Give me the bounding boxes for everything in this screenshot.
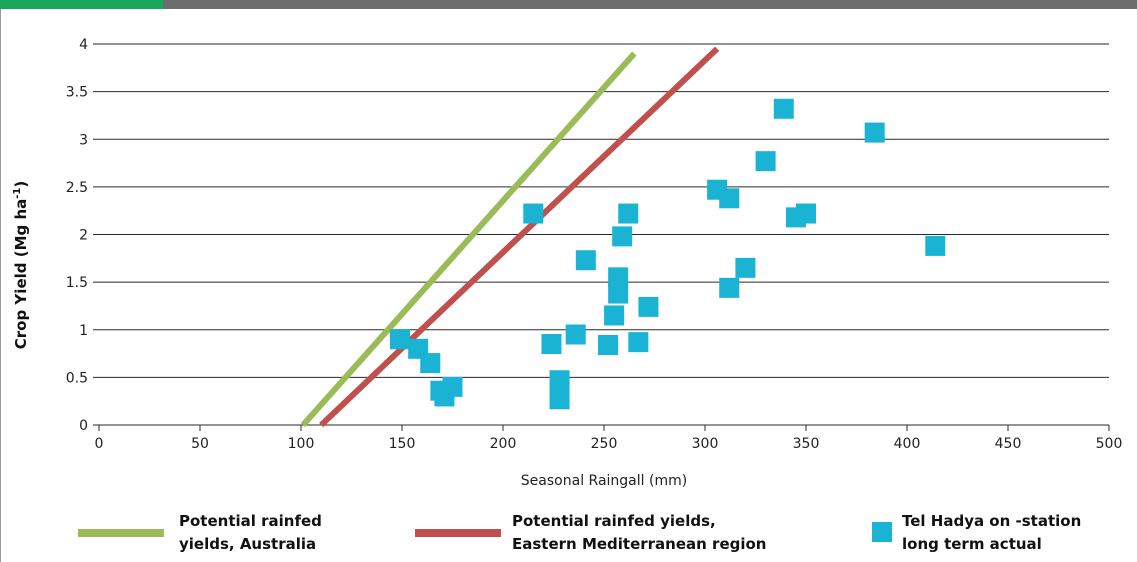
legend-label-tel-hadya: Tel Hadya on -station long term actual <box>902 510 1081 556</box>
legend-swatch-mediterranean <box>415 529 501 537</box>
legend-label-australia-line1: Potential rainfed <box>179 512 322 530</box>
x-tick-label: 350 <box>793 436 820 452</box>
x-tick-label: 450 <box>995 436 1022 452</box>
data-point-tel-hadya <box>925 235 946 256</box>
x-tick-label: 250 <box>591 436 618 452</box>
y-tick-label: 2 <box>79 228 88 244</box>
data-point-tel-hadya <box>755 151 776 172</box>
data-point-tel-hadya <box>389 329 410 350</box>
x-axis-title: Seasonal Raingall (mm) <box>521 473 687 489</box>
y-tick-label: 0.5 <box>66 370 88 386</box>
y-tick-label: 1.5 <box>66 275 88 291</box>
y-tick-label: 3 <box>79 132 88 148</box>
series-line-australia <box>300 51 637 427</box>
legend-item-australia: Potential rainfed yields, Australia <box>78 510 338 560</box>
series-points <box>389 98 946 410</box>
x-tick-label: 500 <box>1096 436 1123 452</box>
data-point-tel-hadya <box>864 122 885 143</box>
chart-plot-area: 0 0.5 1 1.5 2 2.5 3 3.5 4 0 50 100 150 200 250 300 350 4… <box>12 37 1123 489</box>
data-point-tel-hadya <box>735 257 756 278</box>
data-point-tel-hadya <box>565 324 586 345</box>
x-tick-label: 0 <box>95 436 104 452</box>
data-point-tel-hadya <box>618 203 639 224</box>
legend-label-mediterranean: Potential rainfed yields, Eastern Medite… <box>512 510 767 556</box>
y-axis-title-main: Crop Yield (Mg ha <box>12 199 30 350</box>
legend-label-tel-hadya-line2: long term actual <box>902 535 1042 553</box>
data-point-tel-hadya <box>442 376 463 397</box>
data-point-tel-hadya <box>598 334 619 355</box>
legend-item-tel-hadya: Tel Hadya on -station long term actual <box>870 510 1137 560</box>
x-tick-label: 150 <box>389 436 416 452</box>
gridlines <box>99 43 1109 378</box>
data-point-tel-hadya <box>549 389 570 410</box>
series-lines <box>300 46 720 428</box>
y-tick-label: 1 <box>79 323 88 339</box>
data-point-tel-hadya <box>523 203 544 224</box>
top-banner-bar <box>0 0 1137 9</box>
y-tick-label: 4 <box>79 37 88 53</box>
x-tick-label: 50 <box>191 436 209 452</box>
x-tick-labels: 0 50 100 150 200 250 300 350 400 450 500 <box>95 425 1123 452</box>
data-point-tel-hadya <box>628 332 649 353</box>
x-tick-label: 300 <box>692 436 719 452</box>
data-point-tel-hadya <box>719 188 740 209</box>
legend-swatch-tel-hadya <box>872 522 892 542</box>
data-point-tel-hadya <box>719 277 740 298</box>
data-point-tel-hadya <box>796 203 816 224</box>
left-border-line <box>0 9 1 562</box>
data-point-tel-hadya <box>420 353 441 374</box>
x-tick-label: 200 <box>490 436 517 452</box>
top-banner-accent <box>0 0 163 9</box>
data-point-tel-hadya <box>638 296 659 317</box>
data-point-tel-hadya <box>549 370 570 391</box>
x-tick-label: 400 <box>894 436 921 452</box>
y-tick-label: 0 <box>79 418 88 434</box>
y-axis-title: Crop Yield (Mg ha-1) <box>12 181 30 349</box>
data-point-tel-hadya <box>608 283 629 304</box>
legend-swatch-australia <box>78 529 164 537</box>
legend-label-tel-hadya-line1: Tel Hadya on -station <box>902 512 1082 530</box>
data-point-tel-hadya <box>541 334 562 355</box>
series-line-mediterranean <box>319 46 720 428</box>
data-point-tel-hadya <box>612 226 633 247</box>
y-tick-labels: 0 0.5 1 1.5 2 2.5 3 3.5 4 <box>66 37 99 434</box>
legend-label-australia: Potential rainfed yields, Australia <box>179 510 322 556</box>
data-point-tel-hadya <box>608 267 629 288</box>
y-axis-title-close: ) <box>12 181 30 188</box>
y-tick-label: 3.5 <box>66 85 88 101</box>
data-point-tel-hadya <box>575 250 596 271</box>
legend-item-mediterranean: Potential rainfed yields, Eastern Medite… <box>415 510 835 560</box>
y-axis-title-superscript: -1 <box>12 188 23 199</box>
legend-label-mediterranean-line2: Eastern Mediterranean region <box>512 535 767 553</box>
data-point-tel-hadya <box>773 98 794 119</box>
legend-label-australia-line2: yields, Australia <box>179 535 317 553</box>
legend-label-mediterranean-line1: Potential rainfed yields, <box>512 512 716 530</box>
data-point-tel-hadya <box>604 305 625 326</box>
x-tick-label: 100 <box>288 436 315 452</box>
y-tick-label: 2.5 <box>66 180 88 196</box>
